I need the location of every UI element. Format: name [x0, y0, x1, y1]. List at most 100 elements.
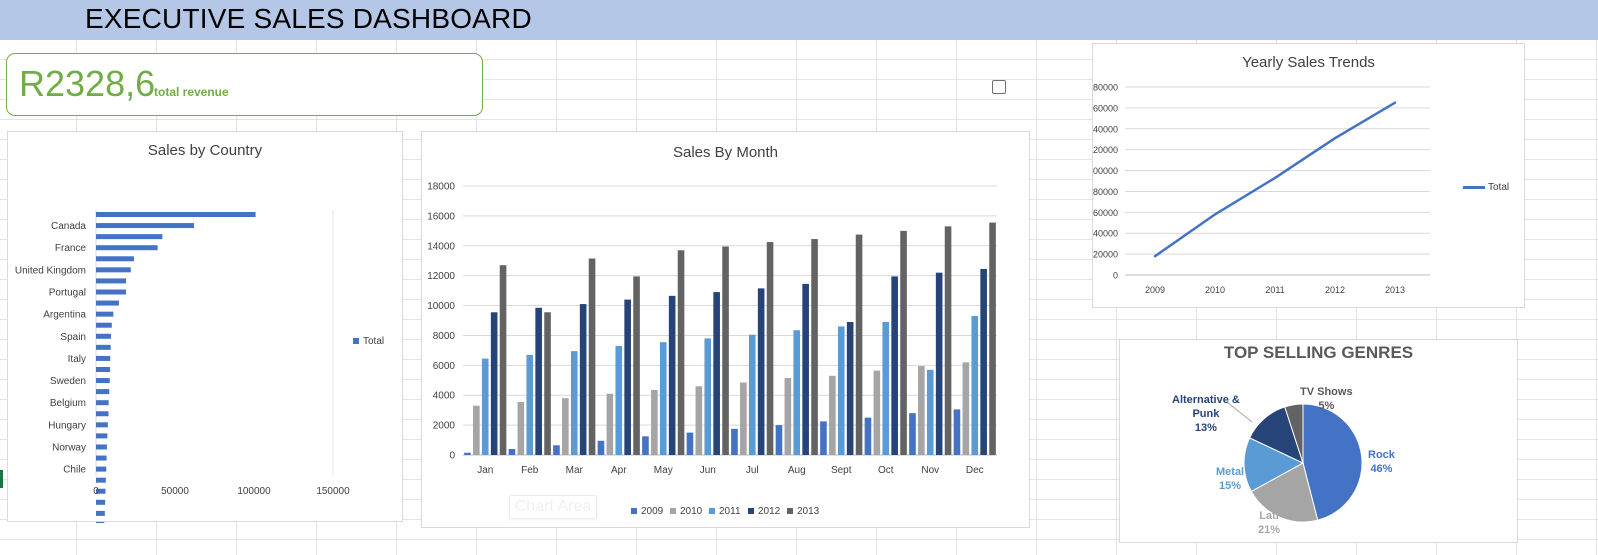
bar	[882, 321, 890, 455]
bar	[989, 222, 996, 455]
total-revenue-card[interactable]: R2328,6 total revenue	[6, 53, 483, 116]
x-tick-label: Nov	[921, 465, 939, 476]
bar	[96, 245, 158, 251]
bar	[944, 226, 952, 455]
bar	[659, 342, 667, 455]
category-label: Italy	[68, 354, 86, 365]
pie-label-pct: 15%	[1219, 480, 1242, 492]
y-tick-label: 12000	[427, 271, 455, 282]
category-label: Sweden	[50, 376, 86, 387]
bar	[713, 292, 720, 455]
legend-total: Total	[353, 336, 384, 347]
legend-2011: 2011	[709, 506, 741, 517]
chart-area-tooltip: Chart Area	[509, 495, 597, 519]
x-tick-label: 150000	[316, 486, 350, 497]
bar	[757, 288, 765, 455]
pie-label-rock: Rock 46%	[1368, 448, 1395, 476]
bar	[473, 405, 480, 455]
bar	[668, 295, 676, 455]
bar	[96, 433, 108, 439]
category-label: Spain	[60, 332, 86, 343]
bar	[553, 445, 560, 455]
bar	[96, 300, 119, 306]
bar	[96, 521, 105, 523]
bar	[829, 375, 836, 455]
bar	[606, 393, 614, 455]
bar	[96, 466, 107, 472]
bar	[820, 421, 827, 455]
bar	[96, 234, 163, 240]
legend-2013: 2013	[787, 506, 819, 517]
bar	[562, 398, 569, 455]
y-tick-label: 20000	[1093, 250, 1118, 260]
x-tick-label: Dec	[966, 465, 984, 476]
x-tick-label: 2012	[1325, 285, 1345, 295]
legend-label: 2012	[758, 506, 781, 517]
bar	[766, 242, 774, 455]
bar	[96, 477, 106, 483]
bar	[962, 362, 970, 455]
x-tick-label: 0	[93, 486, 99, 497]
bar	[615, 345, 623, 455]
x-tick-label: Jul	[746, 465, 759, 476]
category-label: United Kingdom	[15, 265, 86, 276]
pie-label-name: Alternative &	[1172, 394, 1240, 406]
y-tick-label: 180000	[1093, 83, 1118, 93]
sheet-edge-marker	[0, 470, 3, 488]
pie-label-metal: Metal 15%	[1216, 465, 1244, 493]
y-tick-label: 0	[1113, 271, 1118, 281]
pie-label-pct: 21%	[1258, 524, 1281, 536]
bar	[722, 246, 729, 455]
x-tick-label: 50000	[161, 486, 189, 497]
x-tick-label: Feb	[521, 465, 539, 476]
legend-swatch	[631, 508, 637, 515]
pie-label-alternative-punk: Alternative & Punk 13%	[1172, 393, 1240, 435]
bar	[784, 378, 792, 455]
bar	[579, 304, 587, 455]
genres-pie-plot	[1226, 401, 1363, 523]
bar	[802, 283, 809, 455]
pie-label-tv-shows: TV Shows 5%	[1300, 385, 1353, 413]
country-chart-plot: Canada France United Kingdom Portugal Argent…	[15, 210, 350, 523]
x-tick-label: 100000	[237, 486, 271, 497]
sales-by-country-chart[interactable]: Sales by Country Canada France United King…	[7, 131, 403, 523]
bar	[677, 250, 685, 455]
pie-slice	[1302, 403, 1363, 521]
x-tick-label: 2011	[1265, 285, 1284, 295]
bar	[633, 276, 640, 455]
y-tick-label: 160000	[1093, 103, 1118, 113]
bar	[96, 378, 110, 384]
bar	[96, 510, 105, 516]
bar	[624, 299, 631, 455]
yearly-sales-trends-chart[interactable]: Yearly Sales Trends 0 20000 40000 60000 8000…	[1092, 43, 1525, 308]
legend-label: 2009	[641, 506, 664, 517]
bar	[96, 422, 108, 428]
y-tick-label: 16000	[427, 211, 455, 222]
x-tick-label: Aug	[788, 465, 806, 476]
pie-slice	[1284, 403, 1304, 464]
pie-slice	[1243, 437, 1305, 493]
category-label: Hungary	[48, 420, 86, 431]
chart-title: Yearly Sales Trends	[1242, 54, 1375, 71]
legend-label: 2013	[797, 506, 820, 517]
legend-swatch	[353, 338, 359, 345]
top-selling-genres-chart[interactable]: TOP SELLING GENRES Rock 46% Lati 21% Met…	[1119, 339, 1518, 543]
sales-by-month-chart[interactable]: Sales By Month 0 2000 4000 6000 8000 10000 120…	[421, 131, 1030, 528]
bar	[96, 411, 109, 417]
leader-line	[1226, 401, 1253, 423]
x-tick-label: Oct	[878, 465, 894, 476]
bar	[96, 400, 109, 406]
x-tick-label: Jan	[477, 465, 493, 476]
bar	[499, 265, 507, 455]
y-tick-label: 100000	[1093, 166, 1118, 176]
bar	[740, 382, 747, 455]
category-label: Canada	[51, 221, 86, 232]
bar	[909, 413, 916, 455]
category-label: France	[55, 243, 87, 254]
form-checkbox[interactable]	[992, 80, 1006, 94]
bar	[980, 268, 987, 455]
bar	[464, 452, 471, 455]
x-tick-label: Sept	[831, 465, 852, 476]
legend-label: Total	[363, 336, 385, 347]
bar	[686, 432, 694, 455]
